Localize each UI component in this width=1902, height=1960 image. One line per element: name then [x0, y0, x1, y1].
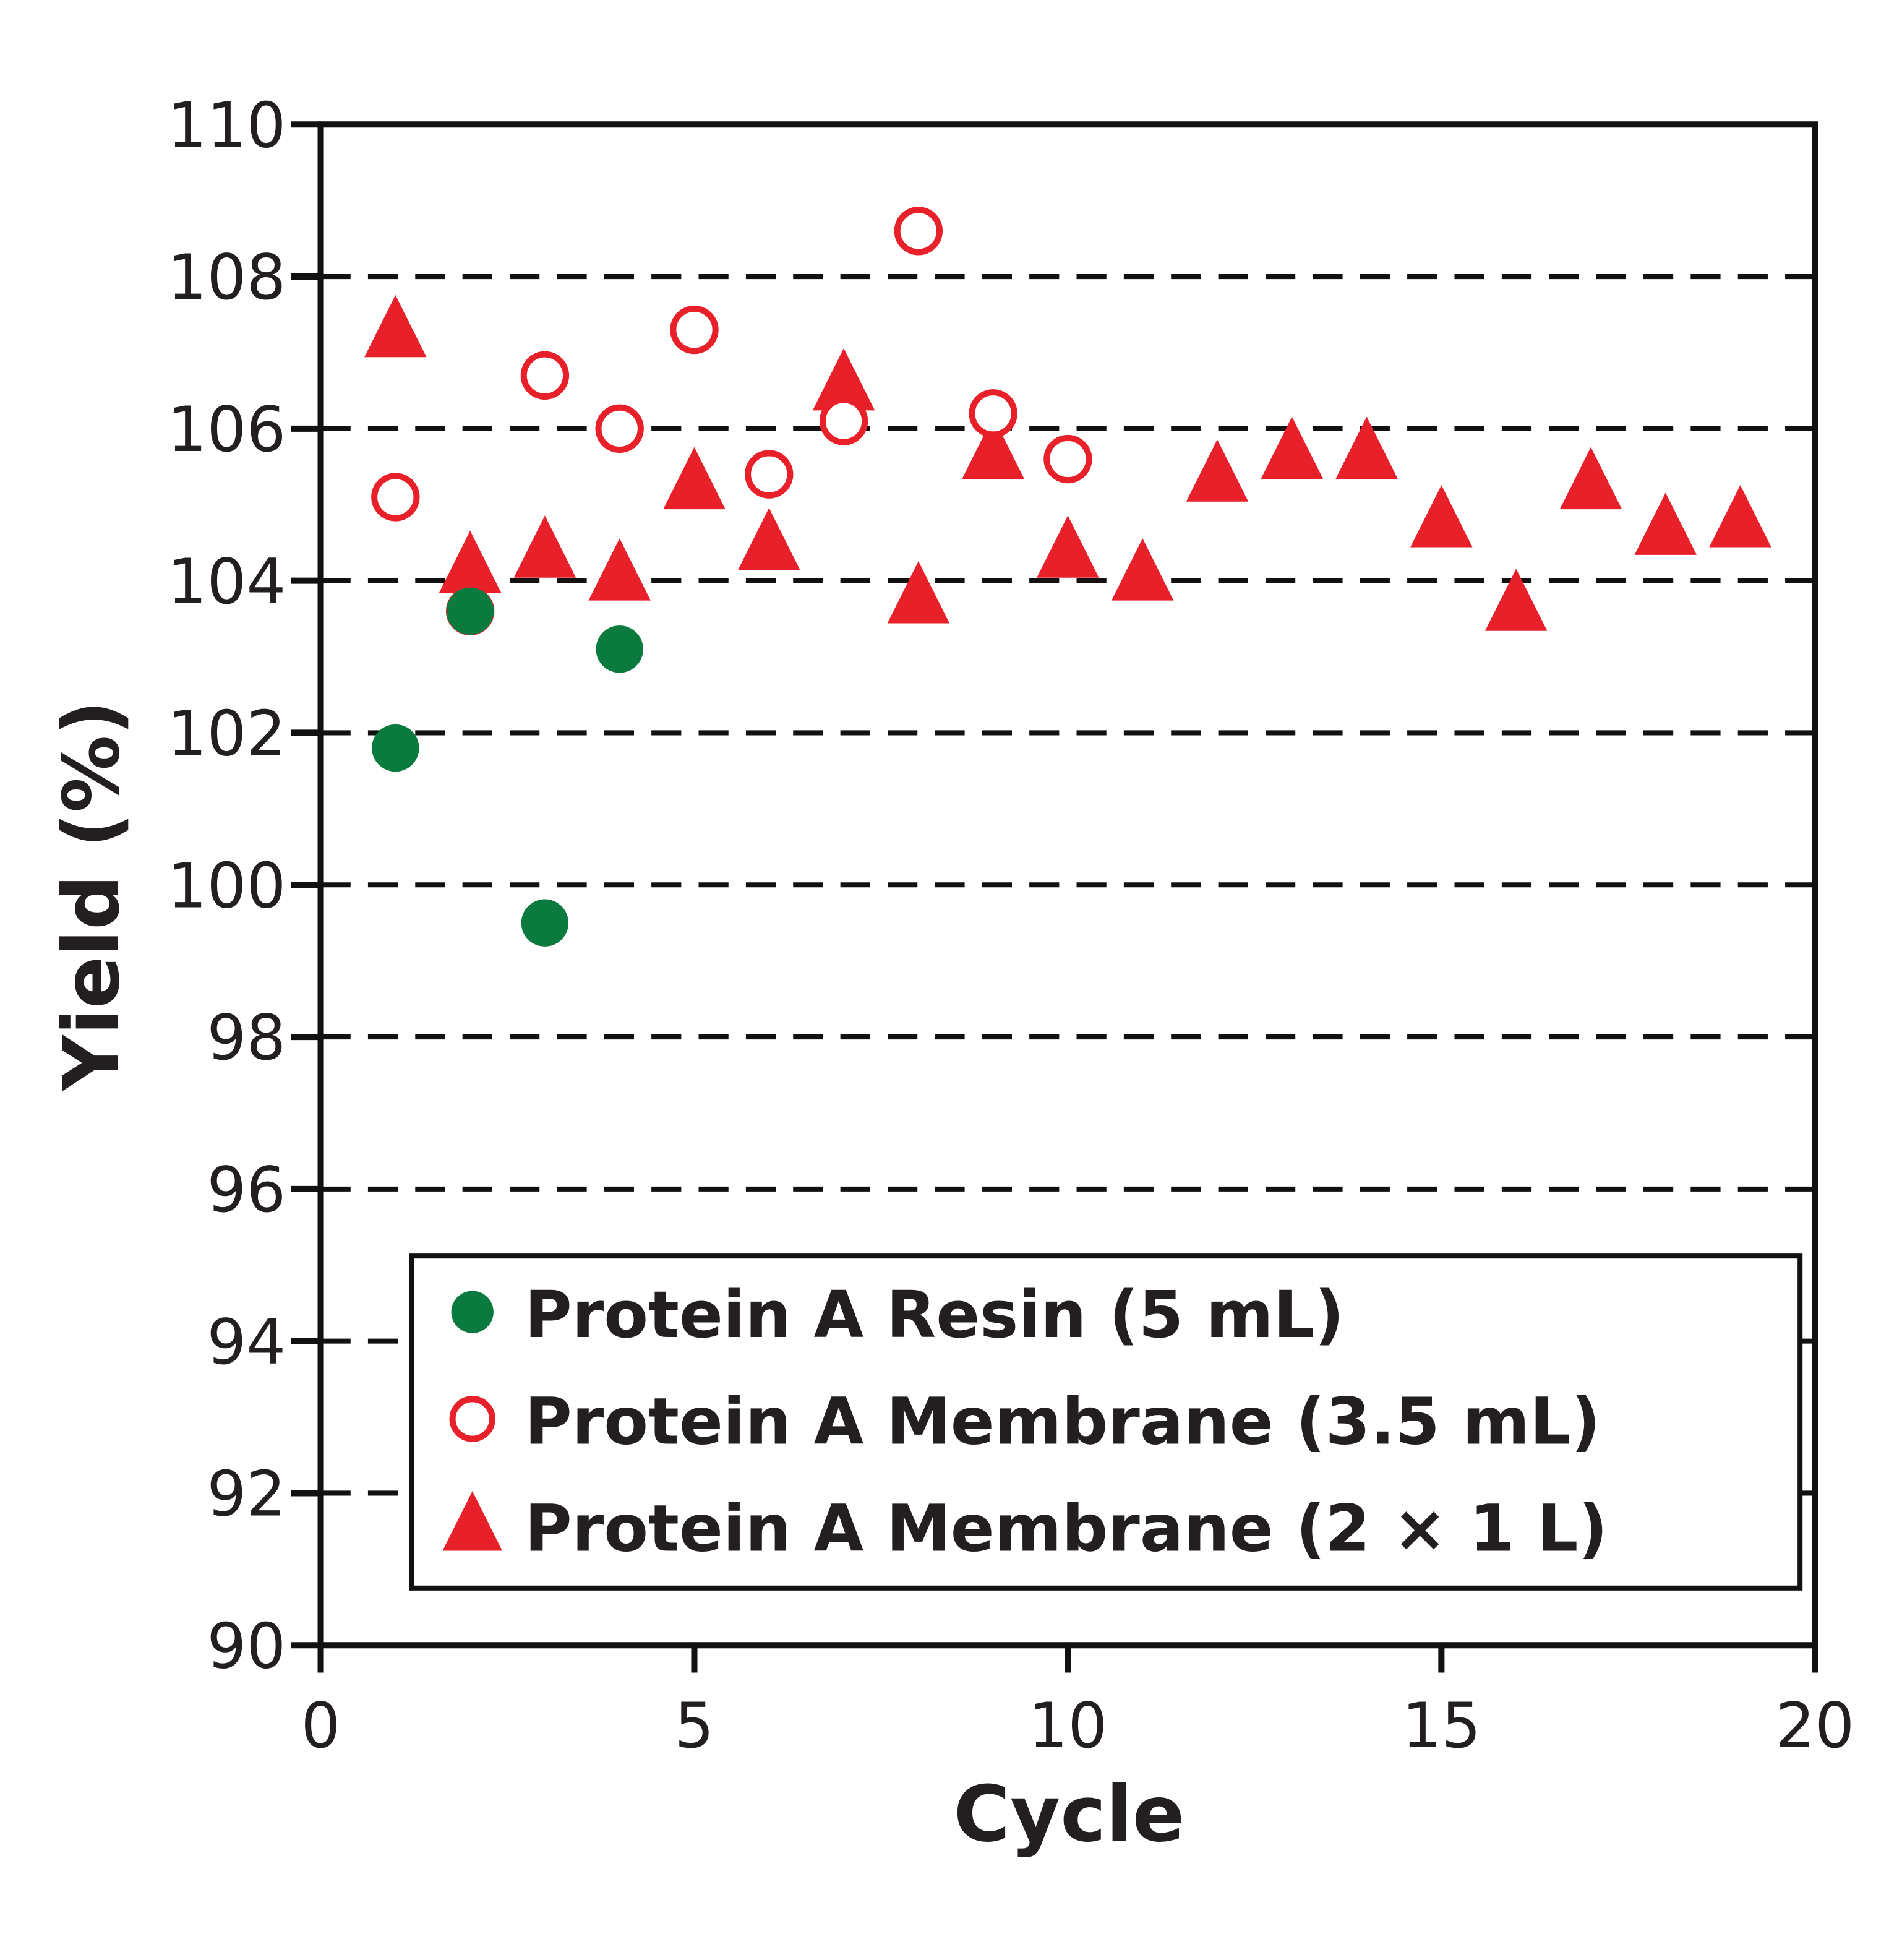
point-membrane-2x1l [663, 447, 726, 510]
x-tick-label: 10 [1028, 1690, 1107, 1762]
point-membrane-2x1l [1410, 485, 1473, 548]
legend-label: Protein A Resin (5 mL) [525, 1277, 1344, 1352]
y-tick-label: 102 [167, 698, 286, 770]
point-membrane-3.5ml [520, 351, 570, 400]
legend-marker-membrane-3.5ml [449, 1396, 495, 1442]
point-membrane-3.5ml [1043, 434, 1092, 484]
legend-label: Protein A Membrane (3.5 mL) [525, 1384, 1600, 1459]
point-membrane-2x1l [1111, 538, 1174, 601]
point-membrane-2x1l [962, 416, 1024, 479]
point-membrane-2x1l [812, 348, 875, 411]
point-resin [372, 724, 419, 772]
point-resin [446, 587, 494, 635]
y-tick-label: 94 [207, 1306, 286, 1378]
y-tick-label: 106 [167, 393, 286, 466]
y-tick-label: 90 [207, 1610, 286, 1682]
x-tick-label: 15 [1402, 1690, 1481, 1762]
y-tick-label: 92 [207, 1458, 286, 1531]
y-tick-label: 104 [167, 546, 286, 618]
point-membrane-2x1l [588, 538, 651, 601]
point-membrane-2x1l [1634, 492, 1697, 555]
point-membrane-3.5ml [595, 404, 644, 453]
point-membrane-2x1l [1335, 416, 1398, 479]
point-membrane-3.5ml [894, 207, 943, 256]
x-tick-label: 0 [301, 1690, 341, 1762]
legend-box [409, 1253, 1803, 1591]
y-tick-label: 110 [167, 89, 286, 161]
legend-marker-membrane-2x1l [442, 1491, 502, 1551]
x-axis-label: Cycle [954, 1769, 1185, 1859]
point-membrane-2x1l [738, 507, 800, 570]
point-membrane-2x1l [1559, 447, 1622, 510]
x-tick-label: 20 [1775, 1690, 1854, 1762]
y-tick-label: 100 [167, 849, 286, 922]
point-membrane-3.5ml [670, 305, 719, 355]
y-tick-label: 96 [207, 1154, 286, 1226]
axes: 90 92 94 96 98 100 102 104 106 108 110 0 5 10 15 20 [167, 89, 1854, 1762]
point-membrane-2x1l [1484, 569, 1548, 631]
y-axis-label: Yield (%) [47, 700, 137, 1092]
point-membrane-2x1l [364, 294, 427, 358]
point-membrane-2x1l [1037, 515, 1099, 578]
x-tick-label: 5 [675, 1690, 714, 1762]
point-resin [596, 625, 643, 673]
y-tick-label: 108 [167, 241, 286, 314]
point-resin [521, 899, 569, 947]
legend-label: Protein A Membrane (2 × 1 L) [525, 1491, 1608, 1567]
y-tick-label: 98 [207, 1002, 286, 1074]
point-membrane-3.5ml [745, 450, 794, 499]
point-membrane-2x1l [513, 515, 576, 578]
point-membrane-2x1l [887, 561, 950, 624]
point-membrane-2x1l [1186, 439, 1249, 502]
point-membrane-3.5ml [819, 397, 868, 445]
point-membrane-3.5ml [969, 389, 1017, 438]
data-points [364, 207, 1771, 947]
point-membrane-3.5ml [371, 473, 420, 522]
point-membrane-2x1l [439, 530, 502, 593]
point-membrane-2x1l [1261, 416, 1324, 479]
point-membrane-2x1l [1709, 485, 1771, 548]
legend: Protein A Resin (5 mL) Protein A Membrane… [409, 1253, 1803, 1591]
legend-marker-resin [451, 1291, 494, 1333]
